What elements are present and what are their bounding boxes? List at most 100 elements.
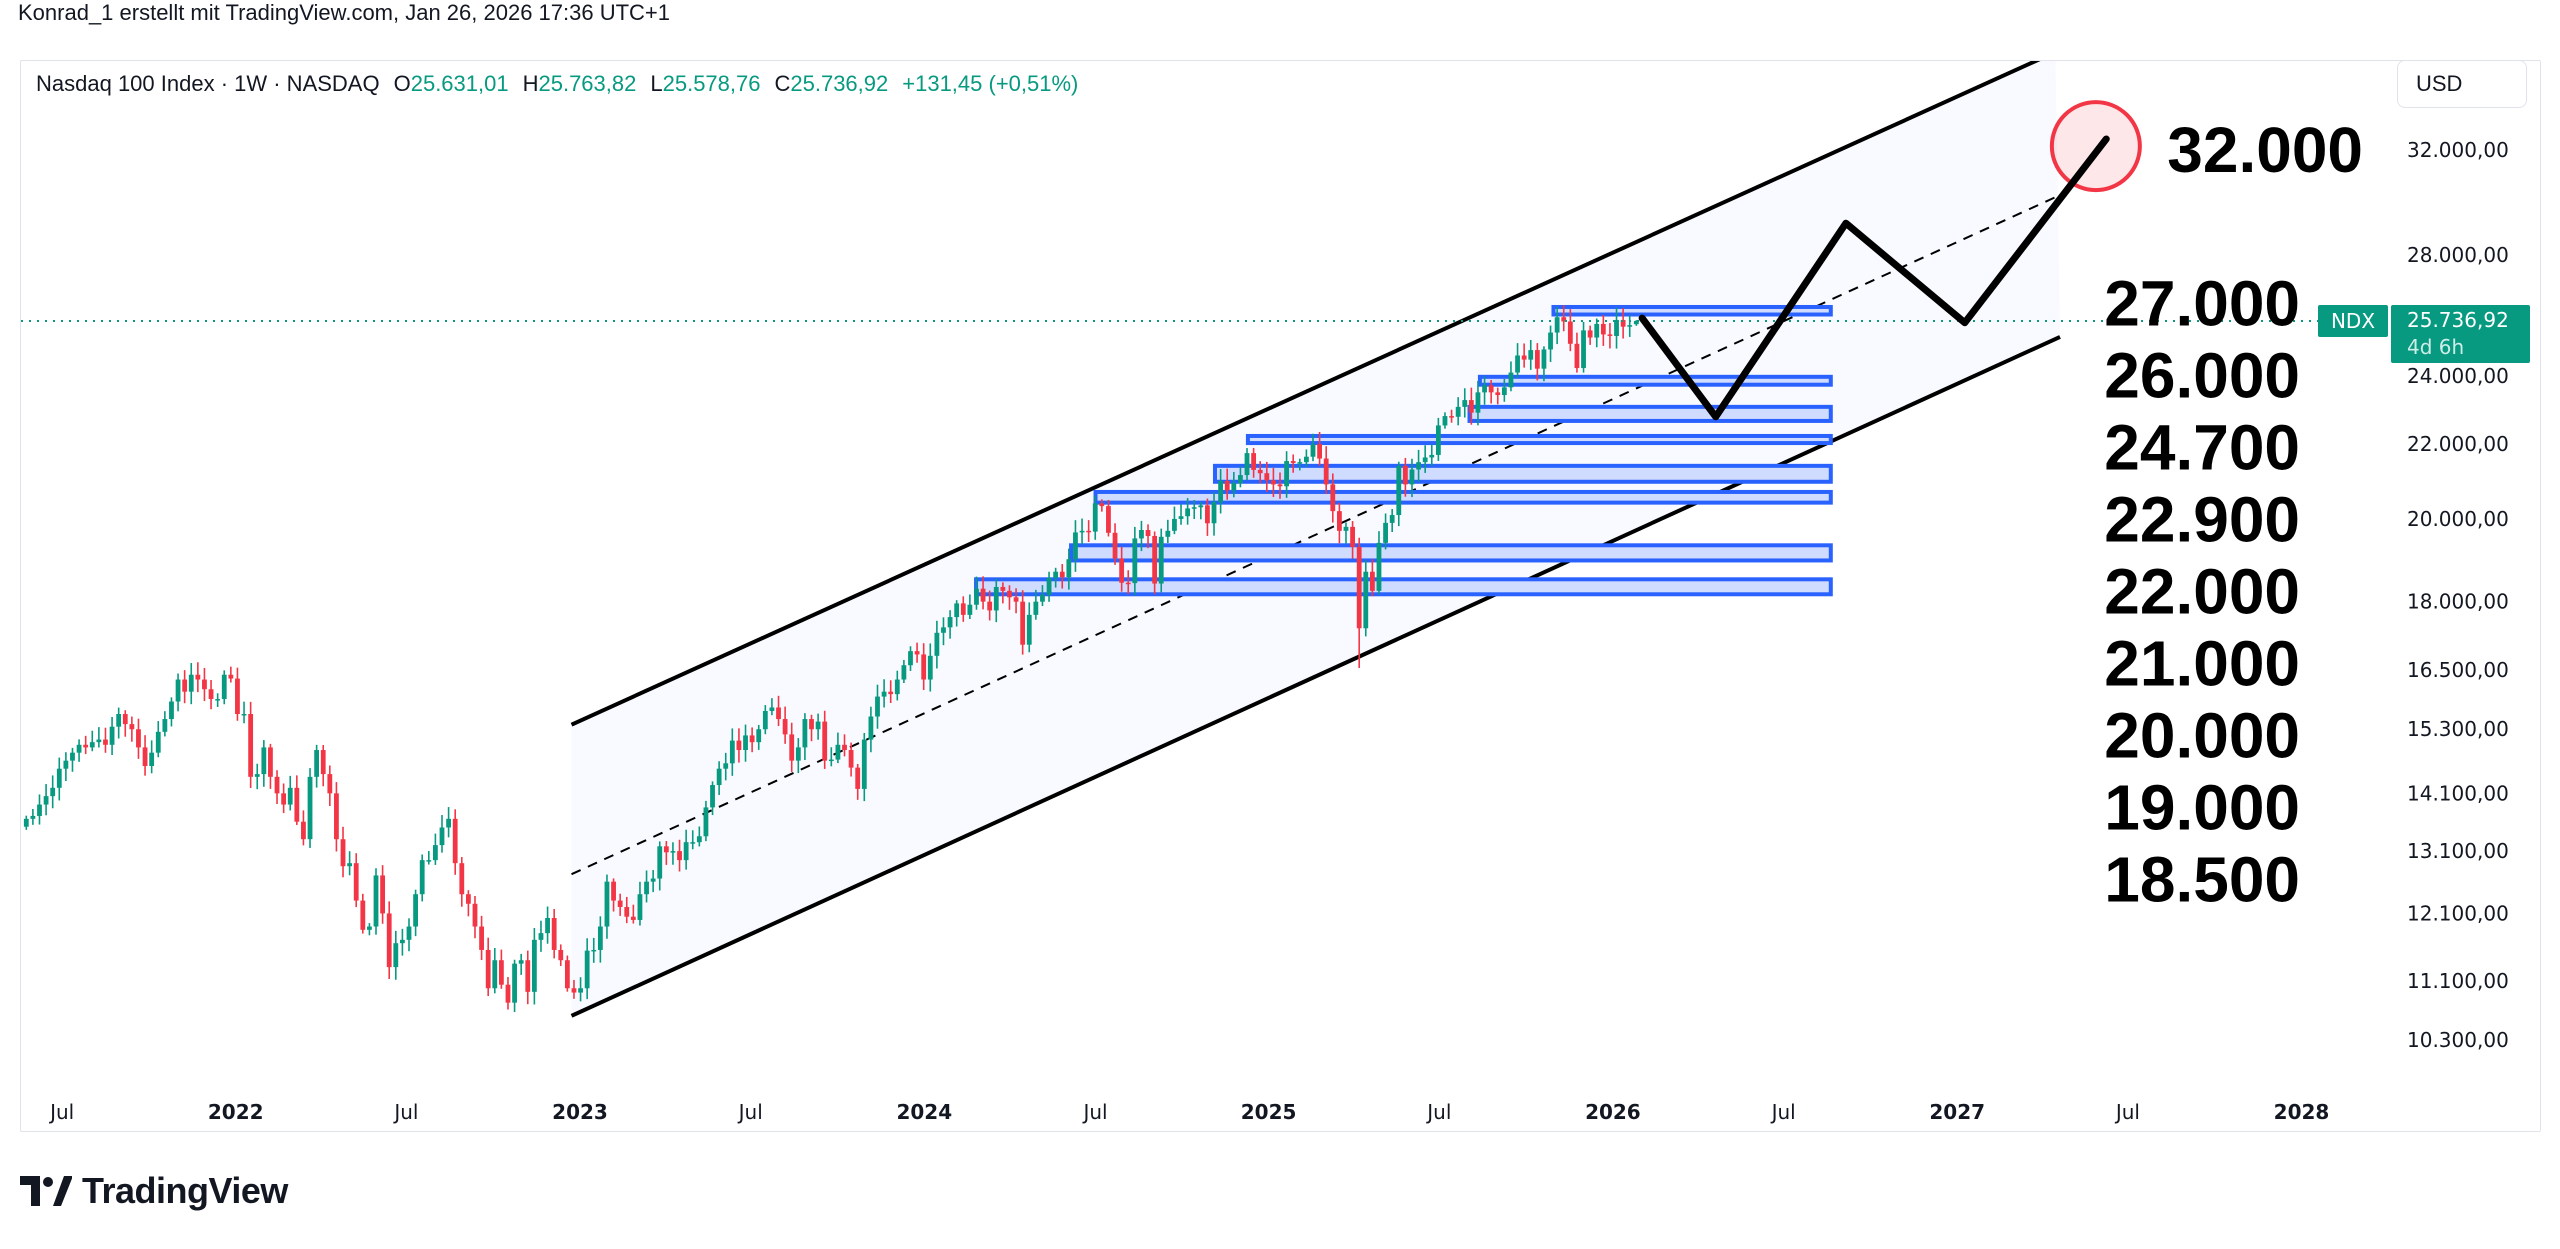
currency-button[interactable]: USD [2397,60,2527,108]
candle-body [182,679,188,692]
candle [241,701,247,724]
candle [1112,523,1118,565]
candle-body [967,604,973,615]
candle [1416,449,1421,482]
level-label: 18.500 [2104,843,2300,915]
candle-body [1178,516,1184,519]
candle [1554,307,1560,345]
price-zone[interactable] [974,577,1833,597]
candle [1132,526,1138,596]
candle [1106,499,1111,537]
candle [1185,498,1191,525]
candle [340,826,346,878]
close-label: C [774,71,791,96]
candle-body [716,768,722,786]
candle [89,730,95,752]
tradingview-logo-icon [20,1176,72,1206]
candle [63,752,69,782]
candle-body [980,588,986,602]
candle-body [334,793,339,840]
candle [1594,318,1600,348]
candle [1145,524,1151,549]
price-zone[interactable] [1093,489,1833,505]
candle-body [769,707,775,711]
candle [452,809,458,875]
channel-fill [571,61,2061,1016]
support-zones[interactable] [974,304,1833,597]
parallel-channel[interactable] [570,52,2061,1018]
price-zone[interactable] [1467,404,1833,423]
candle [76,739,82,762]
candle [248,701,254,789]
symbol-title[interactable]: Nasdaq 100 Index · 1W · NASDAQ [36,71,380,96]
price-zone[interactable] [1551,304,1833,317]
y-tick-label: 18.000,00 [2407,590,2509,614]
candle-body [1561,317,1567,322]
candle [505,977,511,1010]
candle-body [855,767,861,789]
level-label: 21.000 [2104,627,2300,699]
candle-body [373,875,379,927]
candle-body [1125,582,1131,585]
candle [710,781,715,816]
candle-body [1092,503,1098,532]
tradingview-logo[interactable]: TradingView [20,1170,288,1212]
x-tick-label: Jul [1770,1100,1796,1124]
price-zone[interactable] [1477,374,1833,387]
candle-body [901,665,907,680]
candle-body [1033,601,1039,615]
high-value: 25.763,82 [538,71,637,96]
target-circle[interactable] [2049,100,2142,193]
channel-lower-line[interactable] [570,335,2061,1018]
candle [320,744,326,787]
candle-body [710,785,715,808]
candle-body [136,729,141,748]
candle-body [83,744,89,748]
candle-body [400,939,405,944]
candle-body [1515,355,1520,373]
candle [802,713,808,761]
tradingview-wordmark: TradingView [82,1170,288,1211]
price-zone[interactable] [1069,543,1833,563]
price-zone[interactable] [1245,433,1833,446]
candle-body [650,878,656,882]
candle-body [795,747,801,761]
chart-caption: Konrad_1 erstellt mit TradingView.com, J… [18,0,671,25]
candle-body [1257,469,1263,474]
candle-body [1079,530,1085,533]
candle-body [1356,546,1362,629]
y-tick-label: 20.000,00 [2407,507,2509,531]
candle-body [1501,387,1507,396]
candle-body [894,679,900,695]
candle [756,724,762,750]
candle-body [1614,319,1619,336]
candle-body [1475,392,1481,413]
candle [386,901,392,980]
time-axis[interactable]: Jul 2022 Jul 2023 Jul 2024 Jul 2025 Jul 2026 Jul 20… [48,1100,2329,1124]
candle [1363,560,1369,637]
candle-body [268,747,273,777]
x-tick-label: Jul [2114,1100,2140,1124]
candle [261,740,267,787]
projection-drawings[interactable] [1638,100,2142,421]
candle [531,928,537,1005]
candle [934,620,940,669]
candle [1303,449,1309,467]
candle-body [353,863,359,901]
candle-body [1145,530,1151,537]
x-tick-label: 2024 [896,1100,952,1124]
price-zone[interactable] [1212,463,1833,484]
candle-body [301,821,306,840]
candle [604,874,610,939]
candle-body [307,776,313,840]
channel-upper-line[interactable] [570,52,2056,727]
price-axis[interactable]: 32.000,00 28.000,00 24.000,00 22.000,00 20.0… [2407,138,2509,1052]
candle-body [703,807,709,837]
candle [1369,559,1375,597]
projection-zigzag[interactable] [1638,135,2110,421]
candle [980,576,986,610]
candle-body [498,960,504,985]
candle-body [465,894,471,904]
candle [50,775,56,809]
